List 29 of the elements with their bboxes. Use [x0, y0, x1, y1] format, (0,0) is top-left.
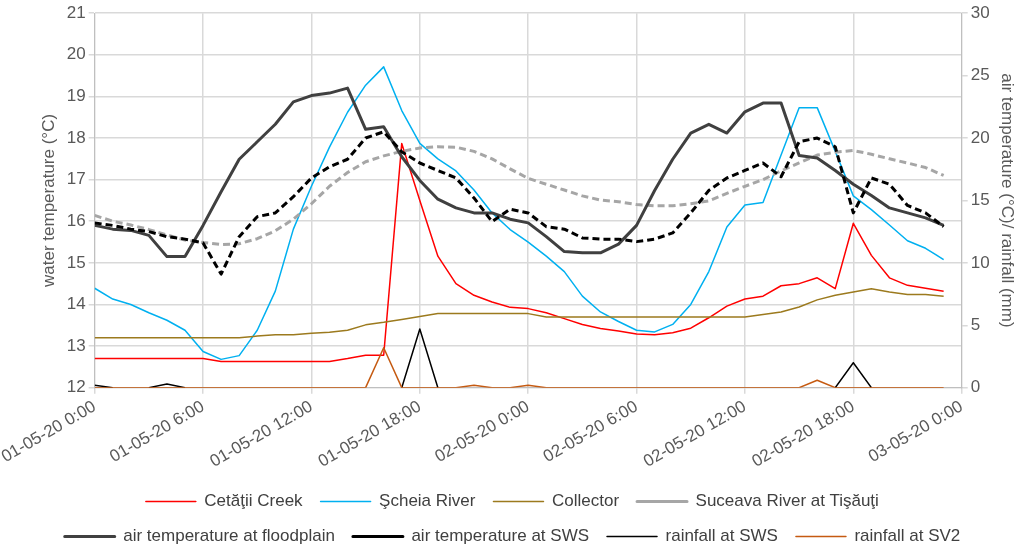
legend-label: Cetăţii Creek: [204, 491, 304, 511]
legend-label: Collector: [551, 491, 620, 511]
y2-tick-label: 0: [970, 377, 981, 397]
legend-label: air temperature at SWS: [411, 526, 590, 546]
y-tick-label: 12: [66, 377, 86, 397]
legend-label: air temperature at floodplain: [123, 526, 335, 546]
legend-label: rainfall at SV2: [854, 526, 961, 546]
line-series: [94, 145, 946, 247]
y2-tick-label: 25: [970, 65, 990, 85]
y-tick-label: 15: [66, 252, 86, 272]
y-tick-label: 20: [66, 44, 86, 64]
y-tick-label: 13: [66, 335, 86, 355]
legend-label: Suceava River at Tişăuţi: [695, 491, 879, 511]
y2-axis-title: air temperature (°C)/ rainfall (mm): [998, 73, 1018, 328]
legend-label: rainfall at SWS: [665, 526, 778, 546]
line-series: [94, 130, 946, 276]
y-axis-title: water temperature (°C): [39, 113, 59, 288]
y-tick-label: 14: [66, 294, 86, 314]
y2-tick-label: 5: [970, 314, 981, 334]
y2-tick-label: 10: [970, 252, 990, 272]
y-tick-label: 21: [66, 2, 86, 22]
y-tick-label: 16: [66, 210, 86, 230]
legend-label: Şcheia River: [379, 491, 476, 511]
y-tick-label: 19: [66, 86, 86, 106]
y2-tick-label: 30: [970, 2, 990, 22]
y-tick-label: 18: [66, 127, 86, 147]
y-tick-label: 17: [66, 169, 86, 189]
y2-tick-label: 15: [970, 190, 990, 210]
y2-tick-label: 20: [970, 127, 990, 147]
